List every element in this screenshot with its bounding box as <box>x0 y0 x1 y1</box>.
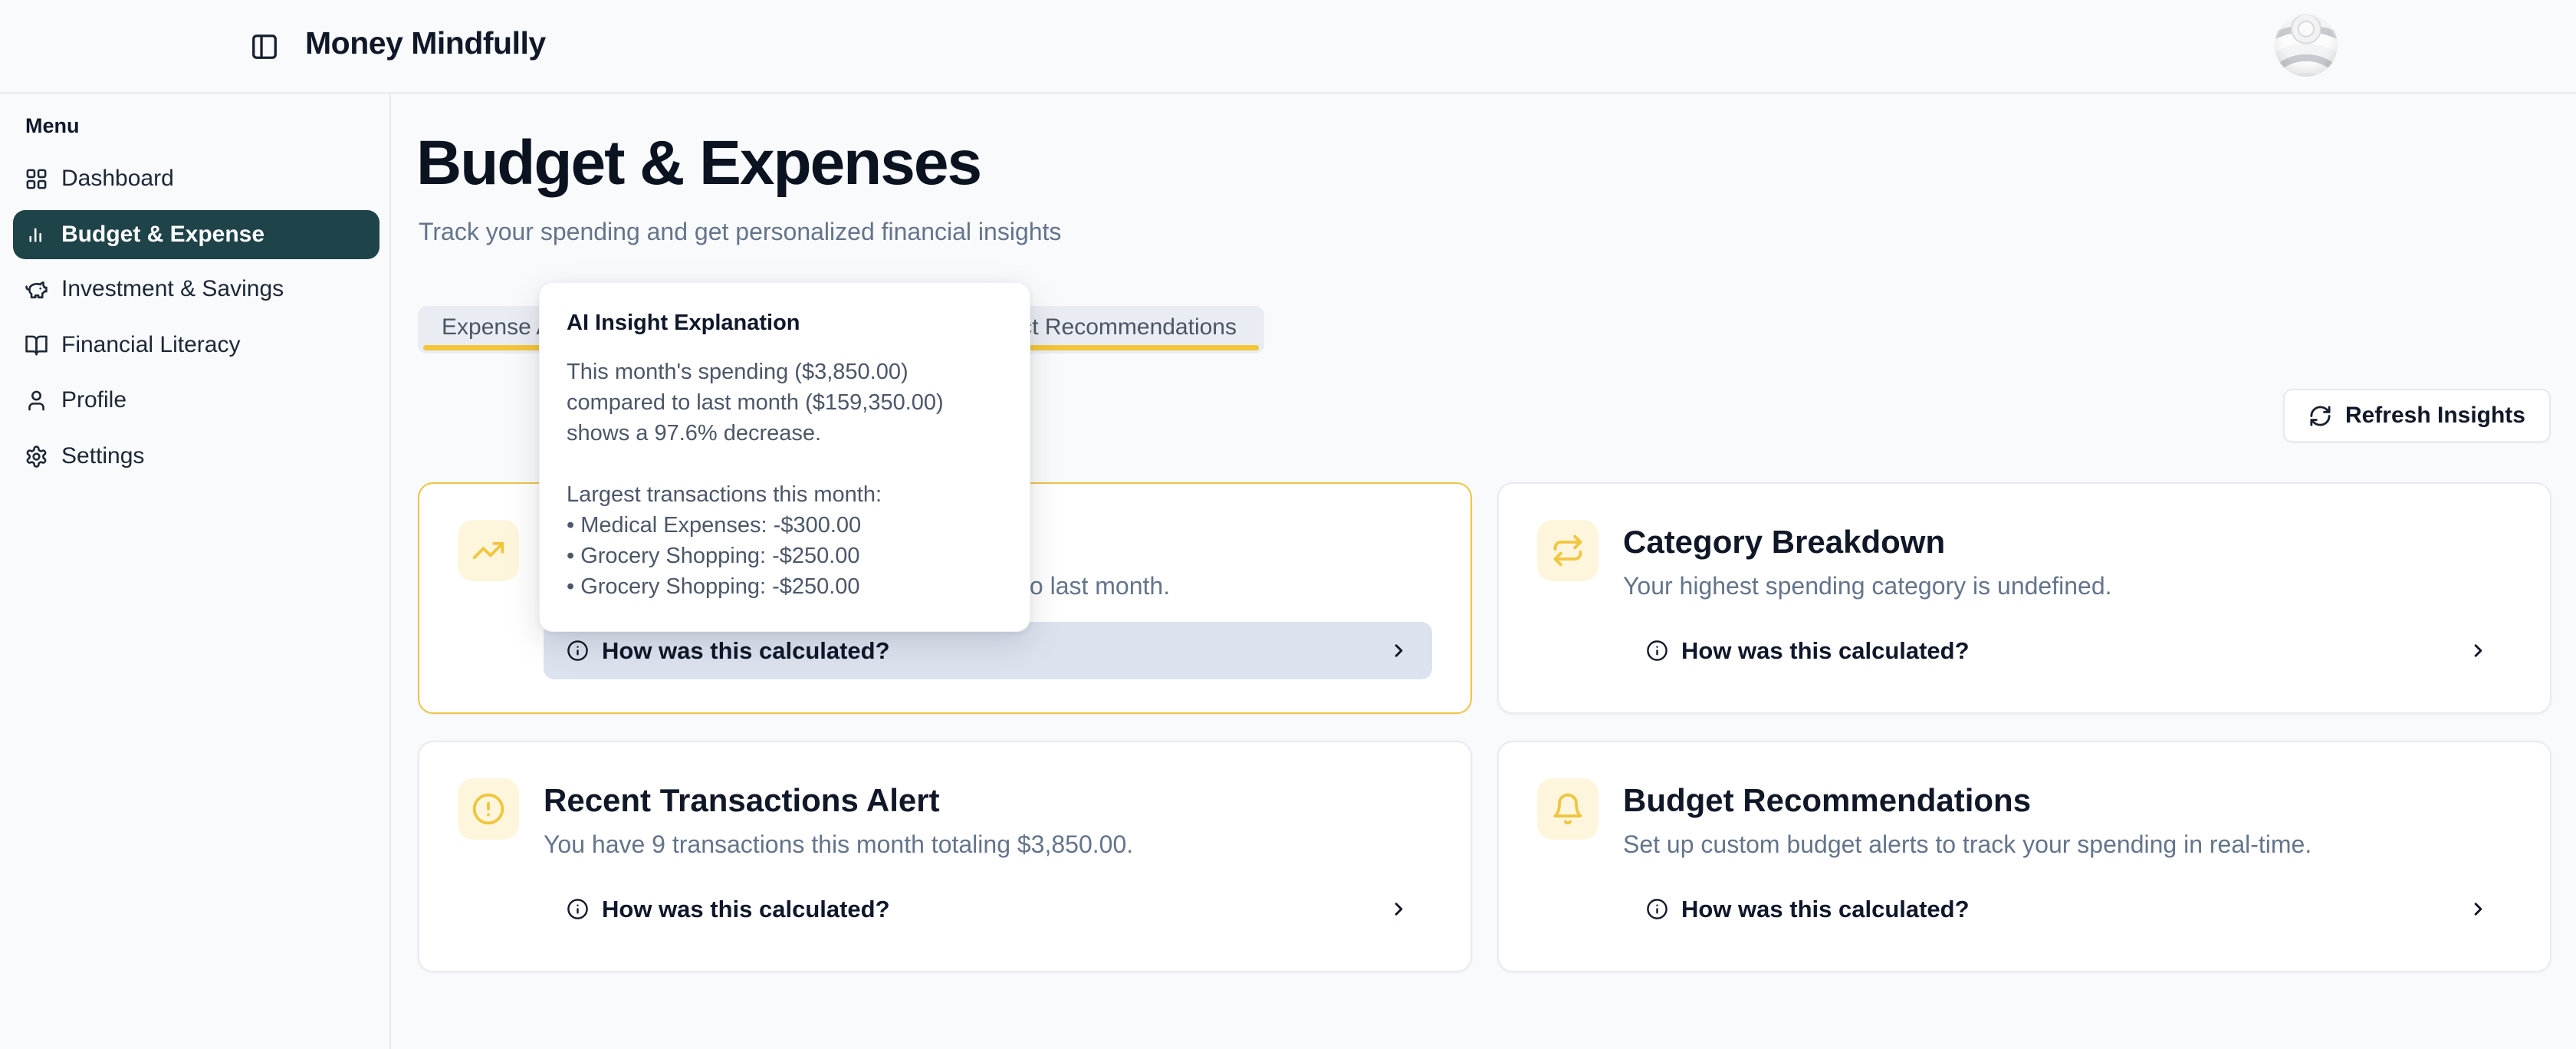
bar-chart-icon <box>29 227 41 242</box>
tooltip-bullet: • Grocery Shopping: -$250.00 <box>567 574 860 599</box>
info-icon <box>567 899 588 919</box>
card-description: Your highest spending category is undefi… <box>1623 572 2112 600</box>
chevron-right-icon <box>2474 644 2482 657</box>
tooltip-bullet: • Medical Expenses: -$300.00 <box>567 513 862 538</box>
card-icon-tile <box>1537 778 1598 840</box>
gear-icon <box>26 445 47 468</box>
user-avatar[interactable] <box>2275 14 2338 77</box>
how-calculated-label: How was this calculated? <box>1681 636 1970 664</box>
page-subtitle: Track your spending and get personalized… <box>419 218 1062 245</box>
card-description: to last month. <box>1023 572 1171 600</box>
tooltip-transaction-list: Largest transactions this month: • Medic… <box>567 479 1005 602</box>
sidebar-item-dashboard[interactable]: Dashboard <box>13 154 380 203</box>
card-icon-tile <box>458 520 519 581</box>
insight-card-budget-recommendations: Budget Recommendations Set up custom bud… <box>1497 741 2551 972</box>
page-title: Budget & Expenses <box>416 128 982 198</box>
how-calculated-row[interactable]: How was this calculated? <box>544 880 1432 938</box>
card-description: You have 9 transactions this month total… <box>544 830 1134 858</box>
insight-card-recent-transactions: Recent Transactions Alert You have 9 tra… <box>418 741 1472 972</box>
ai-insight-tooltip: AI Insight Explanation This month's spen… <box>539 282 1030 632</box>
sidebar-item-settings[interactable]: Settings <box>13 432 380 481</box>
sidebar-item-profile[interactable]: Profile <box>13 376 380 425</box>
sidebar-item-label: Budget & Expense <box>61 222 265 247</box>
card-title: Budget Recommendations <box>1623 782 2032 818</box>
sidebar-item-label: Dashboard <box>61 166 174 191</box>
insight-card-category-breakdown: Category Breakdown Your highest spending… <box>1497 482 2551 714</box>
how-calculated-row[interactable]: How was this calculated? <box>1623 880 2512 938</box>
top-header: Money Mindfully <box>0 0 2576 94</box>
chevron-right-icon <box>1395 644 1403 657</box>
card-title: Category Breakdown <box>1623 524 1946 560</box>
sidebar-item-budget-expense[interactable]: Budget & Expense <box>13 210 380 259</box>
how-calculated-row[interactable]: How was this calculated? <box>1623 622 2512 679</box>
how-calculated-label: How was this calculated? <box>602 636 890 664</box>
card-title: Recent Transactions Alert <box>544 782 940 818</box>
repeat-icon <box>1553 534 1582 567</box>
card-icon-tile <box>1537 520 1598 581</box>
sidebar-menu-label: Menu <box>25 114 80 137</box>
sidebar-item-label: Profile <box>61 387 127 413</box>
how-calculated-label: How was this calculated? <box>602 895 890 922</box>
sidebar-item-label: Settings <box>61 443 145 469</box>
tooltip-paragraph: This month's spending ($3,850.00) compar… <box>567 360 944 446</box>
alert-circle-icon <box>472 793 504 825</box>
piggy-bank-icon <box>25 281 48 298</box>
book-open-icon <box>25 335 48 355</box>
user-icon <box>28 390 44 410</box>
refresh-insights-button[interactable]: Refresh Insights <box>2282 389 2551 442</box>
bell-icon <box>1553 793 1582 825</box>
panel-left-icon <box>252 35 277 59</box>
how-calculated-label: How was this calculated? <box>1681 895 1970 922</box>
sidebar-item-label: Financial Literacy <box>61 332 241 357</box>
chevron-right-icon <box>2474 903 2482 916</box>
sidebar-item-investment-savings[interactable]: Investment & Savings <box>13 265 380 314</box>
app-title: Money Mindfully <box>305 25 546 61</box>
refresh-insights-label: Refresh Insights <box>2344 403 2525 428</box>
tooltip-bullet: • Grocery Shopping: -$250.00 <box>567 544 860 568</box>
sidebar-toggle-button[interactable] <box>250 32 279 61</box>
refresh-icon <box>2310 405 2331 426</box>
layout-grid-icon <box>26 169 47 189</box>
card-description: Set up custom budget alerts to track you… <box>1623 830 2312 858</box>
tooltip-title: AI Insight Explanation <box>567 311 800 335</box>
trending-up-icon <box>472 541 504 560</box>
tooltip-list-header: Largest transactions this month: <box>567 482 882 507</box>
sidebar-item-financial-literacy[interactable]: Financial Literacy <box>13 321 380 370</box>
info-icon <box>567 640 588 661</box>
info-icon <box>1647 899 1668 919</box>
chevron-right-icon <box>1395 903 1403 916</box>
info-icon <box>1647 640 1668 661</box>
sidebar-item-label: Investment & Savings <box>61 276 284 301</box>
card-icon-tile <box>458 778 519 840</box>
